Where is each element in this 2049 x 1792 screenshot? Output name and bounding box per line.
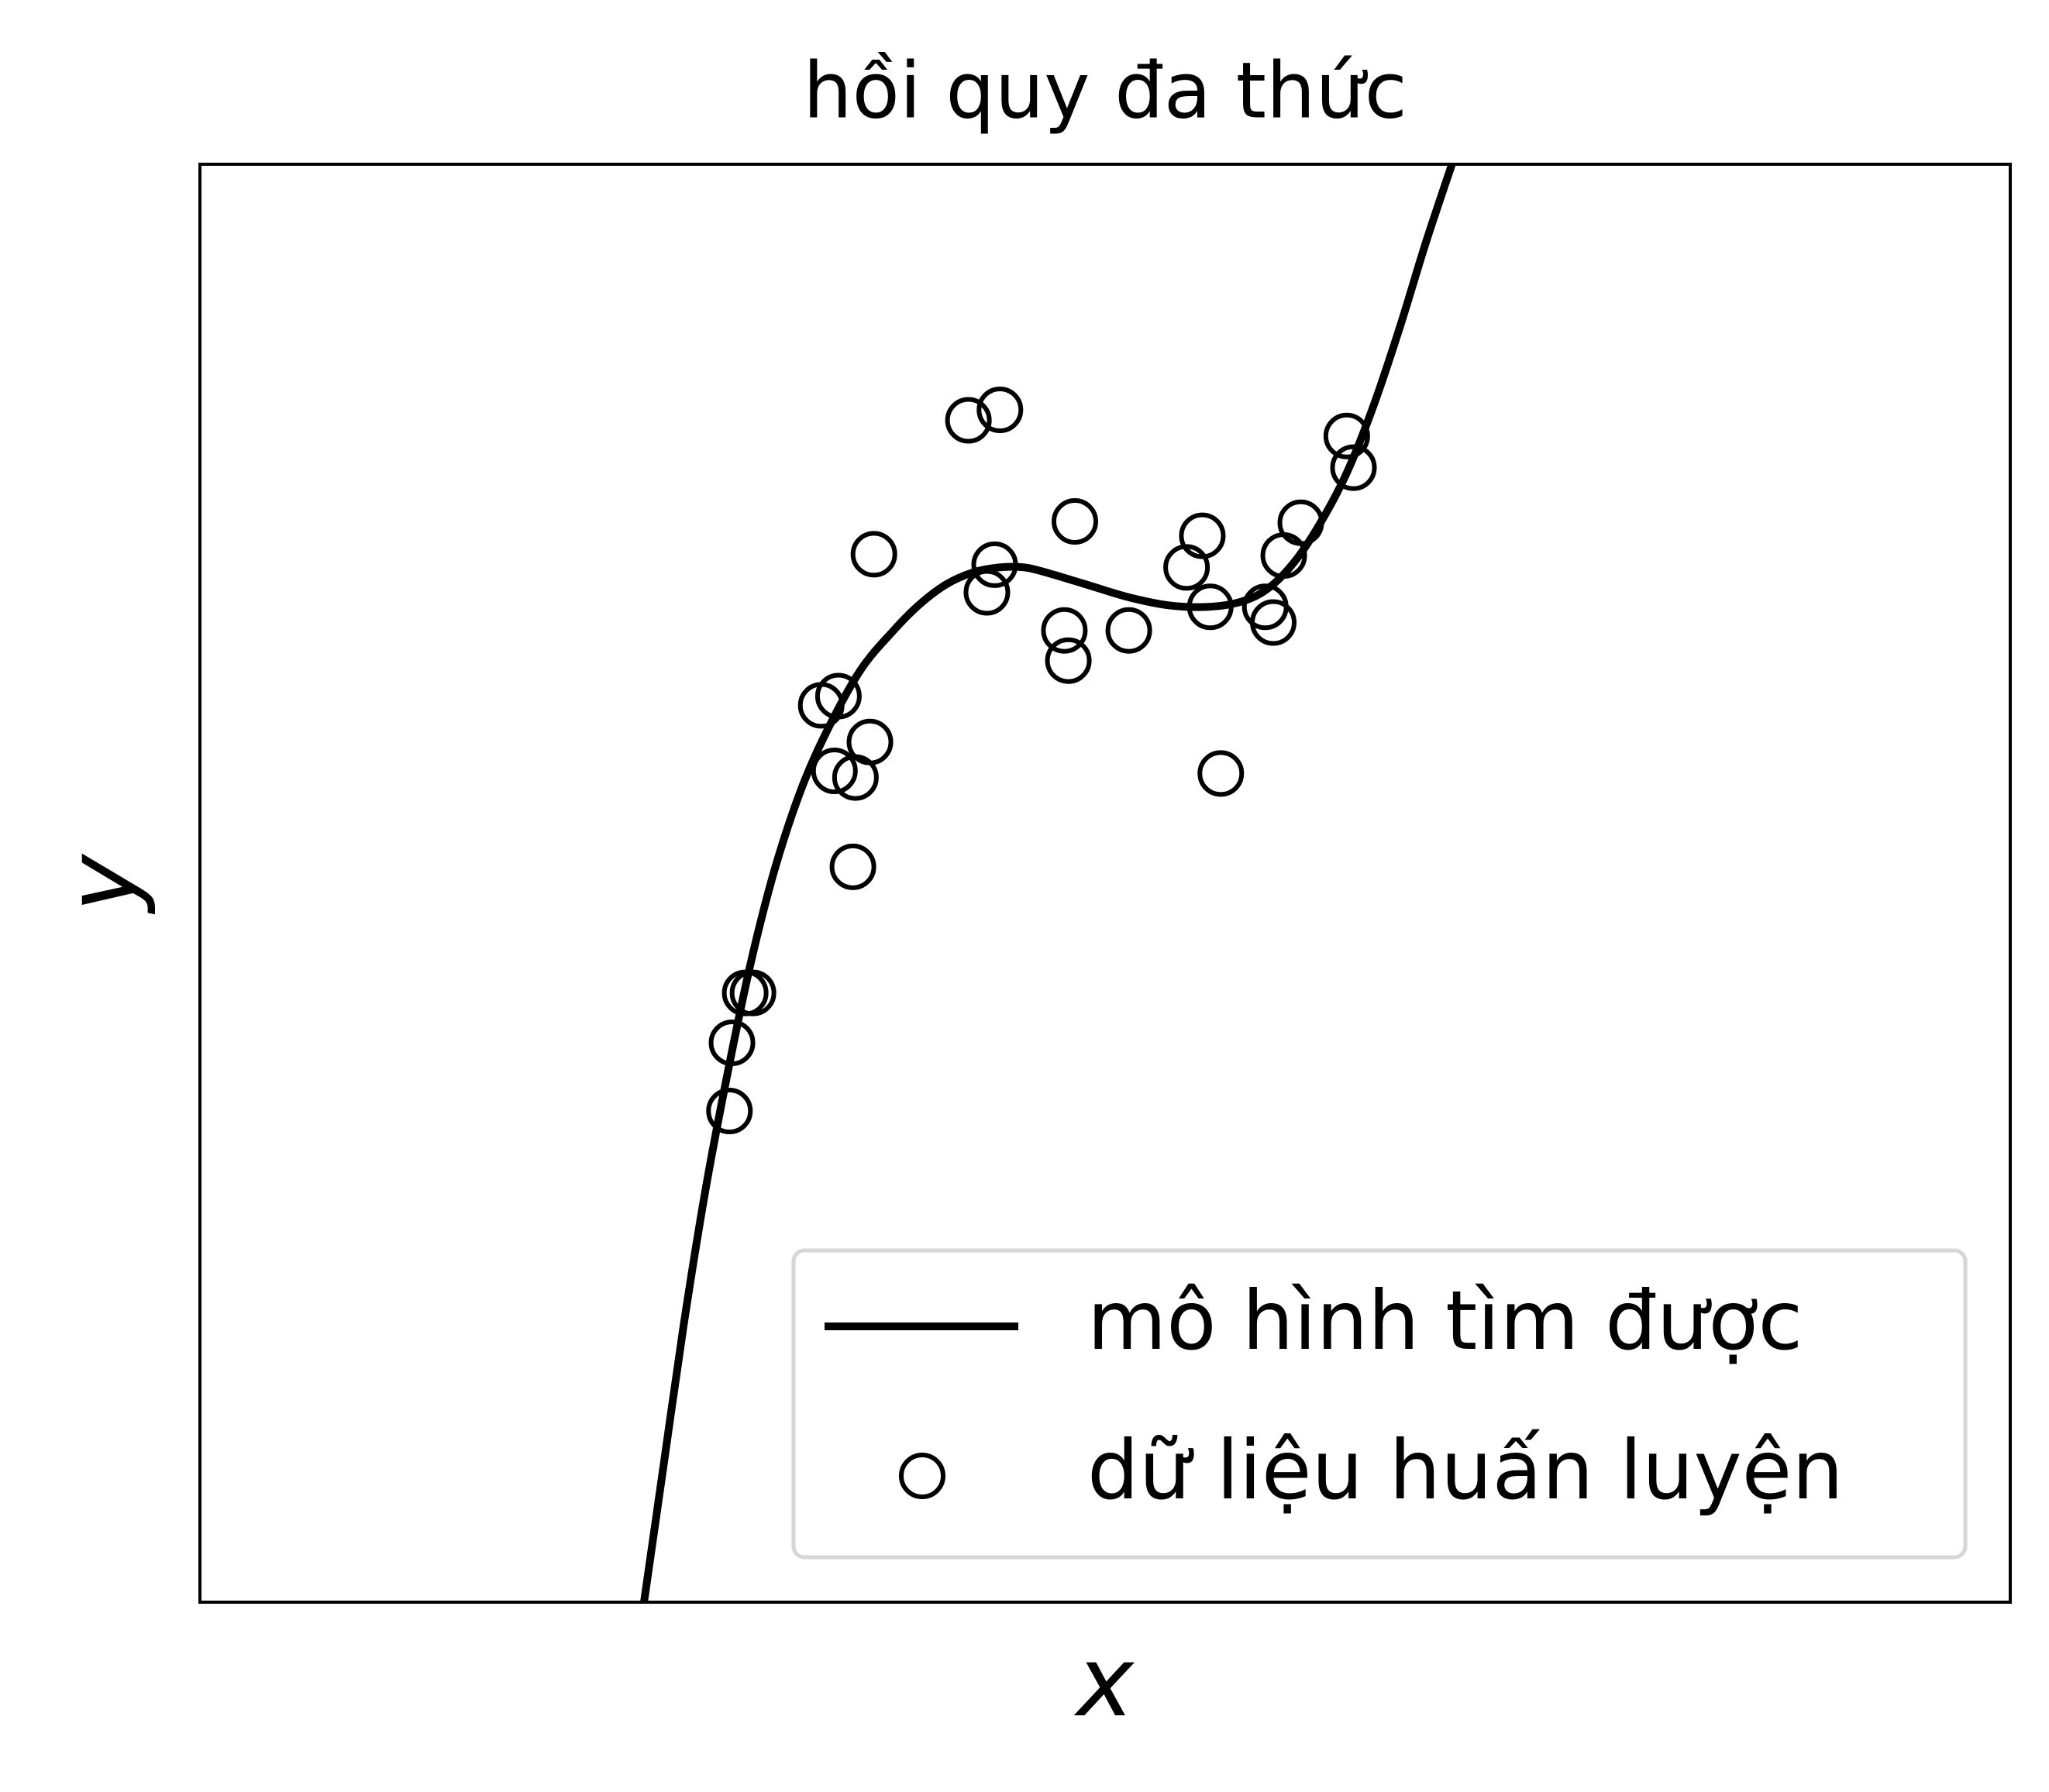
data-point <box>829 843 876 890</box>
data-point <box>1051 498 1098 545</box>
chart-title: hồi quy đa thức <box>803 45 1407 136</box>
data-point <box>976 387 1024 434</box>
legend-marker-swatch <box>899 1453 945 1499</box>
data-point <box>1163 544 1210 591</box>
data-point <box>1197 750 1245 797</box>
data-point <box>963 569 1011 616</box>
x-axis-label: x <box>1073 1626 1135 1739</box>
data-point <box>1330 444 1377 491</box>
data-point <box>708 1020 756 1067</box>
data-point <box>971 541 1018 588</box>
axes-frame <box>198 163 2012 1604</box>
data-point <box>945 397 992 444</box>
data-point <box>1277 499 1324 546</box>
data-point <box>1045 637 1092 684</box>
data-point <box>1250 599 1297 646</box>
data-point <box>832 754 879 801</box>
y-axis-label: y <box>46 853 158 915</box>
data-point <box>1041 607 1088 654</box>
data-point <box>1323 412 1370 459</box>
data-point <box>814 672 862 720</box>
legend-box <box>791 1248 1968 1560</box>
legend: mô hình tìm được dữ liệu huấn luyện <box>791 1248 1968 1560</box>
data-point <box>1186 583 1234 631</box>
data-point <box>706 1087 753 1134</box>
data-point <box>721 969 769 1016</box>
data-point <box>850 531 897 578</box>
data-point <box>811 748 858 795</box>
plot-area <box>640 164 1456 1602</box>
legend-label: mô hình tìm được <box>1087 1274 1803 1368</box>
data-point <box>1105 607 1152 654</box>
legend-label: dữ liệu huấn luyện <box>1087 1423 1844 1518</box>
